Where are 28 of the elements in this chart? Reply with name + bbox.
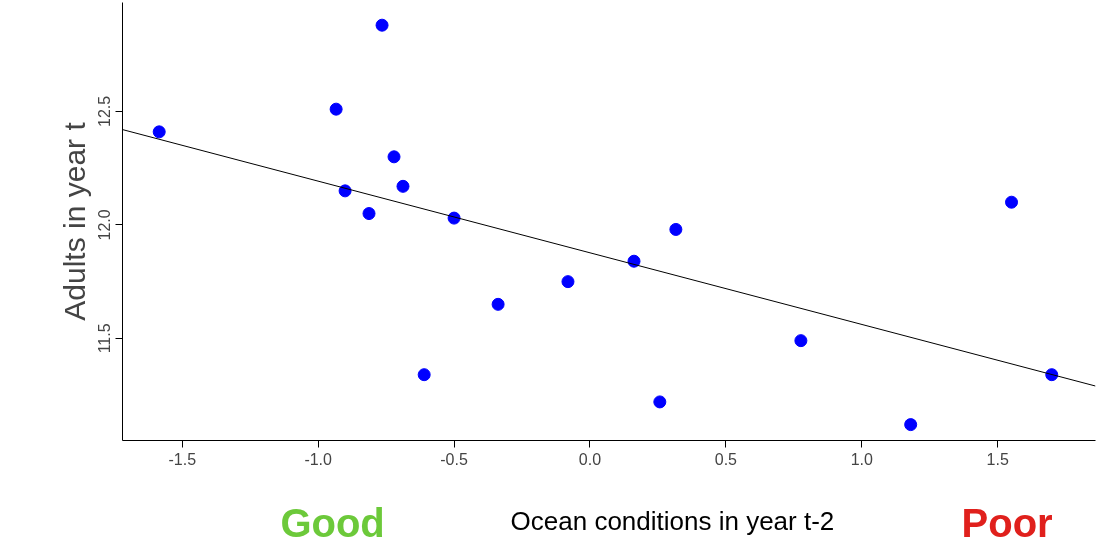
text: Poor: [961, 500, 1053, 545]
point: [794, 334, 808, 348]
point: [362, 207, 376, 221]
x-axis-title: Ocean conditions in year t-2: [510, 505, 835, 536]
point: [1005, 195, 1019, 209]
x-tick-label: -1.5: [168, 450, 197, 468]
text: Good: [280, 500, 385, 545]
point: [653, 395, 667, 409]
x-tick-label: -1.0: [304, 450, 333, 468]
point: [375, 18, 389, 32]
point: [396, 179, 410, 193]
x-tick-label: 0.5: [714, 450, 738, 468]
point: [491, 297, 505, 311]
point: [904, 418, 918, 432]
x-tick-label: 0.0: [578, 450, 602, 468]
point: [152, 125, 166, 139]
y-axis-title: Adults in year t: [57, 121, 91, 321]
x-tick-label: 1.0: [850, 450, 873, 468]
point: [669, 222, 683, 236]
x-tick-label: -0.5: [440, 450, 468, 468]
point: [387, 150, 401, 164]
y-tick-label: 12.0: [96, 209, 114, 241]
point: [561, 275, 575, 289]
y-tick-label: 12.5: [96, 95, 114, 127]
y-tick-label: 11.5: [96, 323, 114, 354]
point: [417, 368, 431, 382]
x-tick-label: 1.5: [986, 450, 1009, 468]
point: [329, 102, 343, 116]
